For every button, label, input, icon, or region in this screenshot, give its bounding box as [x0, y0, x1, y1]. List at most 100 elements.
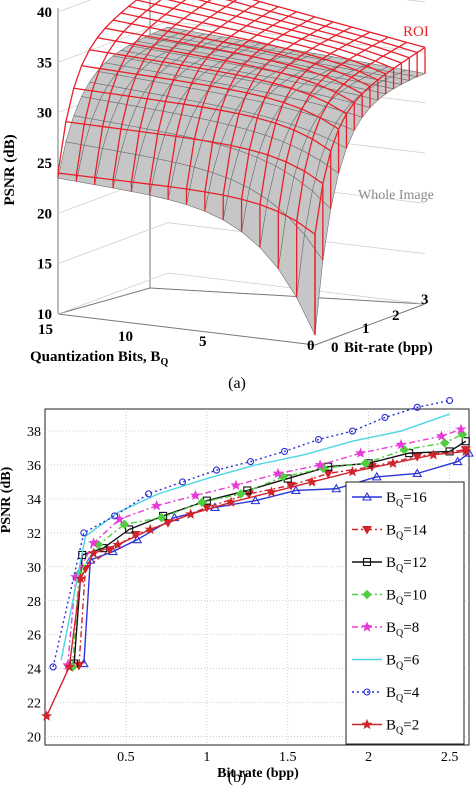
data-point: [179, 478, 187, 486]
data-point: [363, 688, 371, 696]
data-point: [63, 661, 75, 672]
roi-mesh-line: [105, 27, 363, 95]
data-point: [272, 467, 284, 479]
data-point: [348, 427, 357, 435]
series-path: [60, 413, 450, 661]
series-line: [78, 448, 474, 668]
series-lines: [41, 396, 474, 721]
data-point: [412, 468, 423, 478]
roi-mesh-line: [81, 65, 339, 130]
data-point: [236, 489, 246, 499]
legend-label: BQ=2: [386, 718, 419, 737]
data-point: [88, 547, 99, 558]
data-point: [413, 403, 421, 411]
data-point: [347, 466, 358, 477]
series-line: [60, 413, 450, 661]
y-tick: 28: [27, 595, 41, 610]
roi-mesh-line: [251, 0, 426, 49]
series-path: [45, 450, 466, 717]
data-point: [360, 458, 371, 469]
x-tick: 1.5: [279, 750, 297, 765]
data-point: [427, 449, 439, 460]
series-line: [41, 445, 472, 721]
legend-entry: BQ=14: [352, 523, 427, 542]
data-point: [460, 445, 472, 457]
legend-entry: BQ=8: [352, 620, 419, 639]
data-point: [381, 413, 389, 422]
y-tick-1: 1: [362, 321, 370, 337]
legend: BQ=16 BQ=14 BQ=12 BQ=10 BQ=8 BQ=6 BQ=4 BQ=2: [345, 481, 465, 745]
roi-mesh-line: [128, 5, 386, 75]
z-tick-labels: 10 15 20 25 30 35 40: [37, 5, 52, 323]
x-tick: 2: [365, 750, 372, 765]
data-point: [88, 537, 99, 548]
z-tick: 30: [37, 106, 52, 122]
data-point: [314, 435, 323, 444]
legend-entry: BQ=16: [352, 490, 427, 509]
data-point: [85, 554, 96, 564]
x-tick: 2.5: [441, 750, 459, 765]
data-point: [246, 458, 255, 466]
data-point: [452, 456, 463, 466]
data-point: [132, 534, 143, 544]
y-axis-label: Bit-rate (bpp): [344, 340, 433, 356]
series-path: [83, 452, 470, 664]
x-tick-0: 0: [307, 338, 315, 354]
z-tick: 35: [37, 55, 52, 71]
panel-b: 20 22 24 26 28 30 32 34 36 38 0.5 1 1.5 2 2.5 PSNR (d…: [0, 396, 474, 786]
x-tick: 1: [203, 750, 210, 765]
y-tick: 30: [27, 561, 41, 576]
back-grid-line: [57, 20, 426, 63]
legend-entry: BQ=4: [352, 685, 420, 704]
y-axis-title: PSNR (dB): [0, 466, 14, 533]
roi-mesh-line: [166, 0, 402, 64]
back-grid-line: [57, 272, 426, 315]
data-point: [156, 512, 167, 523]
roi-label: ROI: [403, 24, 429, 40]
data-point: [112, 539, 124, 550]
data-point: [212, 466, 221, 474]
z-tick: 25: [37, 156, 52, 172]
x-axis-title: Bit rate (bpp): [217, 766, 299, 781]
series-path: [52, 399, 450, 668]
data-point: [125, 525, 134, 534]
series-path: [73, 440, 467, 664]
data-point: [75, 572, 87, 584]
series-roi-surface: [57, 0, 426, 335]
caption-a: (a): [228, 375, 246, 392]
data-point: [145, 490, 153, 498]
legend-label: BQ=12: [386, 555, 427, 574]
y-tick: 20: [27, 731, 41, 746]
roi-mesh-line: [136, 0, 394, 70]
legend-entry: BQ=12: [352, 555, 427, 574]
data-point: [185, 508, 197, 519]
data-point: [41, 710, 53, 721]
roi-mesh-line: [197, 0, 410, 59]
data-point: [446, 396, 454, 405]
series-line: [62, 423, 467, 670]
caption-b: (b): [228, 769, 247, 786]
roi-mesh-line: [225, 0, 418, 54]
y-tick-labels: 20 22 24 26 28 30 32 34 36 38: [27, 425, 41, 745]
data-point: [49, 663, 57, 671]
data-point: [70, 571, 82, 582]
x-tick: 0.5: [117, 750, 135, 765]
back-grid-line: [57, 222, 426, 265]
legend-entry: BQ=2: [352, 718, 419, 737]
data-point: [457, 429, 468, 440]
y-tick: 38: [27, 425, 41, 440]
data-point: [361, 621, 373, 632]
data-point: [151, 499, 163, 511]
legend-label: BQ=8: [386, 620, 419, 639]
legend-label: BQ=14: [386, 523, 427, 542]
data-point: [445, 447, 454, 456]
data-point: [80, 529, 88, 537]
y-tick: 34: [27, 493, 41, 508]
data-point: [280, 447, 289, 455]
data-point: [250, 495, 261, 505]
z-tick: 40: [37, 5, 52, 21]
data-point: [111, 512, 119, 520]
data-point: [387, 457, 399, 468]
x-tick-labels: 0.5 1 1.5 2 2.5: [117, 750, 458, 765]
